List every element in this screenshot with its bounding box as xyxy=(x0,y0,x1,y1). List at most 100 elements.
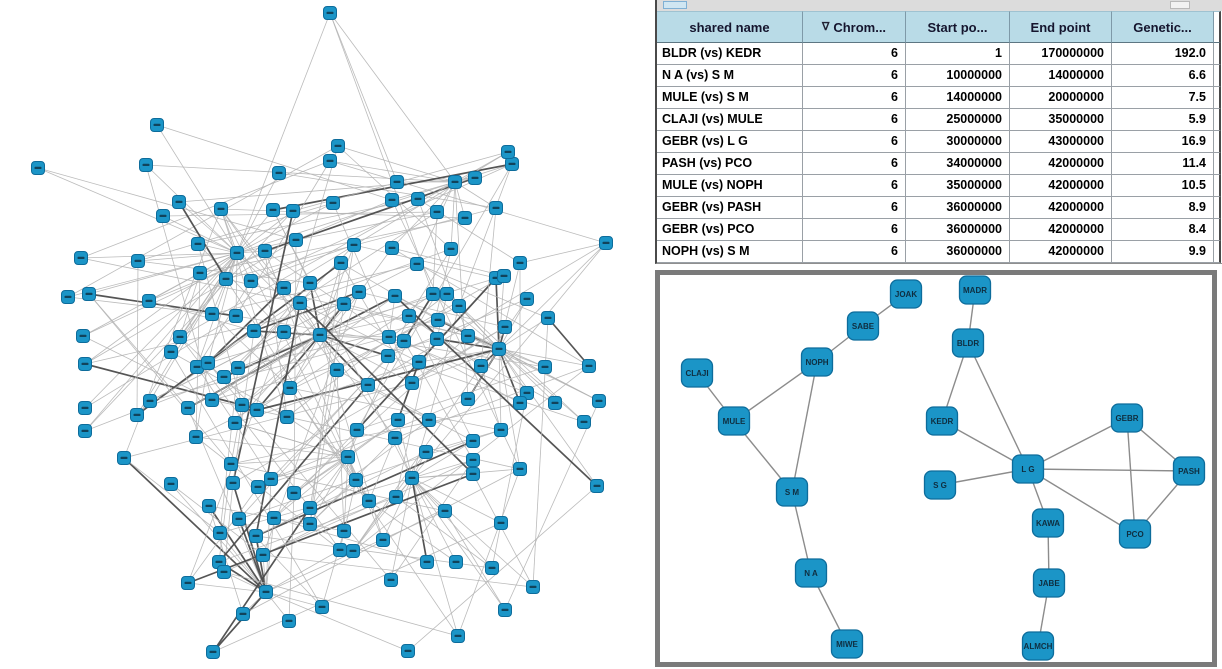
network-node[interactable] xyxy=(361,378,375,392)
network-node[interactable] xyxy=(256,548,270,562)
network-node[interactable] xyxy=(201,356,215,370)
network-node[interactable] xyxy=(164,345,178,359)
network-node[interactable] xyxy=(277,325,291,339)
network-node[interactable] xyxy=(541,311,555,325)
table-row[interactable]: NOPH (vs) S M 6 36000000 42000000 9.9 xyxy=(657,241,1222,263)
network-node[interactable] xyxy=(466,453,480,467)
network-node[interactable] xyxy=(410,257,424,271)
network-node[interactable] xyxy=(193,266,207,280)
detail-node-gebr[interactable]: GEBR xyxy=(1110,403,1144,433)
table-row[interactable]: GEBR (vs) L G 6 30000000 43000000 16.9 xyxy=(657,131,1222,153)
network-node[interactable] xyxy=(461,392,475,406)
column-header-start-po[interactable]: Start po... xyxy=(906,11,1010,43)
network-node[interactable] xyxy=(213,526,227,540)
column-header-end-point[interactable]: End point xyxy=(1010,11,1112,43)
network-node[interactable] xyxy=(492,342,506,356)
network-node[interactable] xyxy=(381,349,395,363)
network-node[interactable] xyxy=(513,462,527,476)
network-node[interactable] xyxy=(74,251,88,265)
network-node[interactable] xyxy=(231,361,245,375)
network-node[interactable] xyxy=(190,360,204,374)
network-node[interactable] xyxy=(143,394,157,408)
network-node[interactable] xyxy=(226,476,240,490)
network-node[interactable] xyxy=(412,355,426,369)
network-node[interactable] xyxy=(236,607,250,621)
network-node[interactable] xyxy=(466,467,480,481)
network-node[interactable] xyxy=(259,585,273,599)
network-node[interactable] xyxy=(214,202,228,216)
network-node[interactable] xyxy=(388,431,402,445)
network-node[interactable] xyxy=(419,445,433,459)
network-node[interactable] xyxy=(31,161,45,175)
table-row[interactable]: GEBR (vs) PASH 6 36000000 42000000 8.9 xyxy=(657,197,1222,219)
network-node[interactable] xyxy=(287,486,301,500)
network-node[interactable] xyxy=(333,543,347,557)
network-node[interactable] xyxy=(78,357,92,371)
table-row[interactable]: BLDR (vs) KEDR 6 1 170000000 192.0 xyxy=(657,43,1222,65)
network-node[interactable] xyxy=(337,297,351,311)
network-node[interactable] xyxy=(489,201,503,215)
network-node[interactable] xyxy=(323,6,337,20)
network-node[interactable] xyxy=(303,501,317,515)
network-node[interactable] xyxy=(405,376,419,390)
network-node[interactable] xyxy=(258,244,272,258)
detail-node-noph[interactable]: NOPH xyxy=(800,347,834,377)
network-node[interactable] xyxy=(388,289,402,303)
network-node[interactable] xyxy=(431,313,445,327)
network-node[interactable] xyxy=(382,330,396,344)
filter-icon[interactable]: ∇ xyxy=(821,20,830,33)
network-node[interactable] xyxy=(286,204,300,218)
network-node[interactable] xyxy=(228,416,242,430)
network-node[interactable] xyxy=(449,555,463,569)
network-node[interactable] xyxy=(577,415,591,429)
network-node[interactable] xyxy=(191,237,205,251)
network-node[interactable] xyxy=(303,276,317,290)
network-node[interactable] xyxy=(315,600,329,614)
column-header-shared-name[interactable]: shared name xyxy=(657,11,803,43)
network-node[interactable] xyxy=(337,524,351,538)
network-node[interactable] xyxy=(156,209,170,223)
network-node[interactable] xyxy=(334,256,348,270)
network-node[interactable] xyxy=(520,292,534,306)
network-node[interactable] xyxy=(202,499,216,513)
network-node[interactable] xyxy=(548,396,562,410)
network-node[interactable] xyxy=(277,281,291,295)
network-node[interactable] xyxy=(362,494,376,508)
network-node[interactable] xyxy=(349,473,363,487)
network-node[interactable] xyxy=(217,370,231,384)
detail-node-s-g[interactable]: S G xyxy=(923,470,957,500)
network-node[interactable] xyxy=(501,145,515,159)
network-node[interactable] xyxy=(341,450,355,464)
network-node[interactable] xyxy=(61,290,75,304)
network-node[interactable] xyxy=(264,472,278,486)
network-node[interactable] xyxy=(76,329,90,343)
network-node[interactable] xyxy=(498,603,512,617)
network-node[interactable] xyxy=(389,490,403,504)
detail-node-l-g[interactable]: L G xyxy=(1011,454,1045,484)
network-node[interactable] xyxy=(78,424,92,438)
network-node[interactable] xyxy=(189,430,203,444)
network-node[interactable] xyxy=(582,359,596,373)
network-node[interactable] xyxy=(251,480,265,494)
network-node[interactable] xyxy=(468,171,482,185)
detail-node-miwe[interactable]: MIWE xyxy=(830,629,864,659)
network-node[interactable] xyxy=(599,236,613,250)
network-node[interactable] xyxy=(401,644,415,658)
network-node[interactable] xyxy=(181,401,195,415)
network-node[interactable] xyxy=(232,512,246,526)
network-node[interactable] xyxy=(224,457,238,471)
network-node[interactable] xyxy=(494,423,508,437)
network-node[interactable] xyxy=(513,396,527,410)
detail-node-jabe[interactable]: JABE xyxy=(1032,568,1066,598)
network-node[interactable] xyxy=(426,287,440,301)
detail-node-n-a[interactable]: N A xyxy=(794,558,828,588)
network-node[interactable] xyxy=(505,157,519,171)
network-node[interactable] xyxy=(267,511,281,525)
network-node[interactable] xyxy=(82,287,96,301)
network-node[interactable] xyxy=(458,211,472,225)
network-node[interactable] xyxy=(402,309,416,323)
network-node[interactable] xyxy=(452,299,466,313)
network-node[interactable] xyxy=(390,175,404,189)
network-node[interactable] xyxy=(230,246,244,260)
network-node[interactable] xyxy=(430,205,444,219)
